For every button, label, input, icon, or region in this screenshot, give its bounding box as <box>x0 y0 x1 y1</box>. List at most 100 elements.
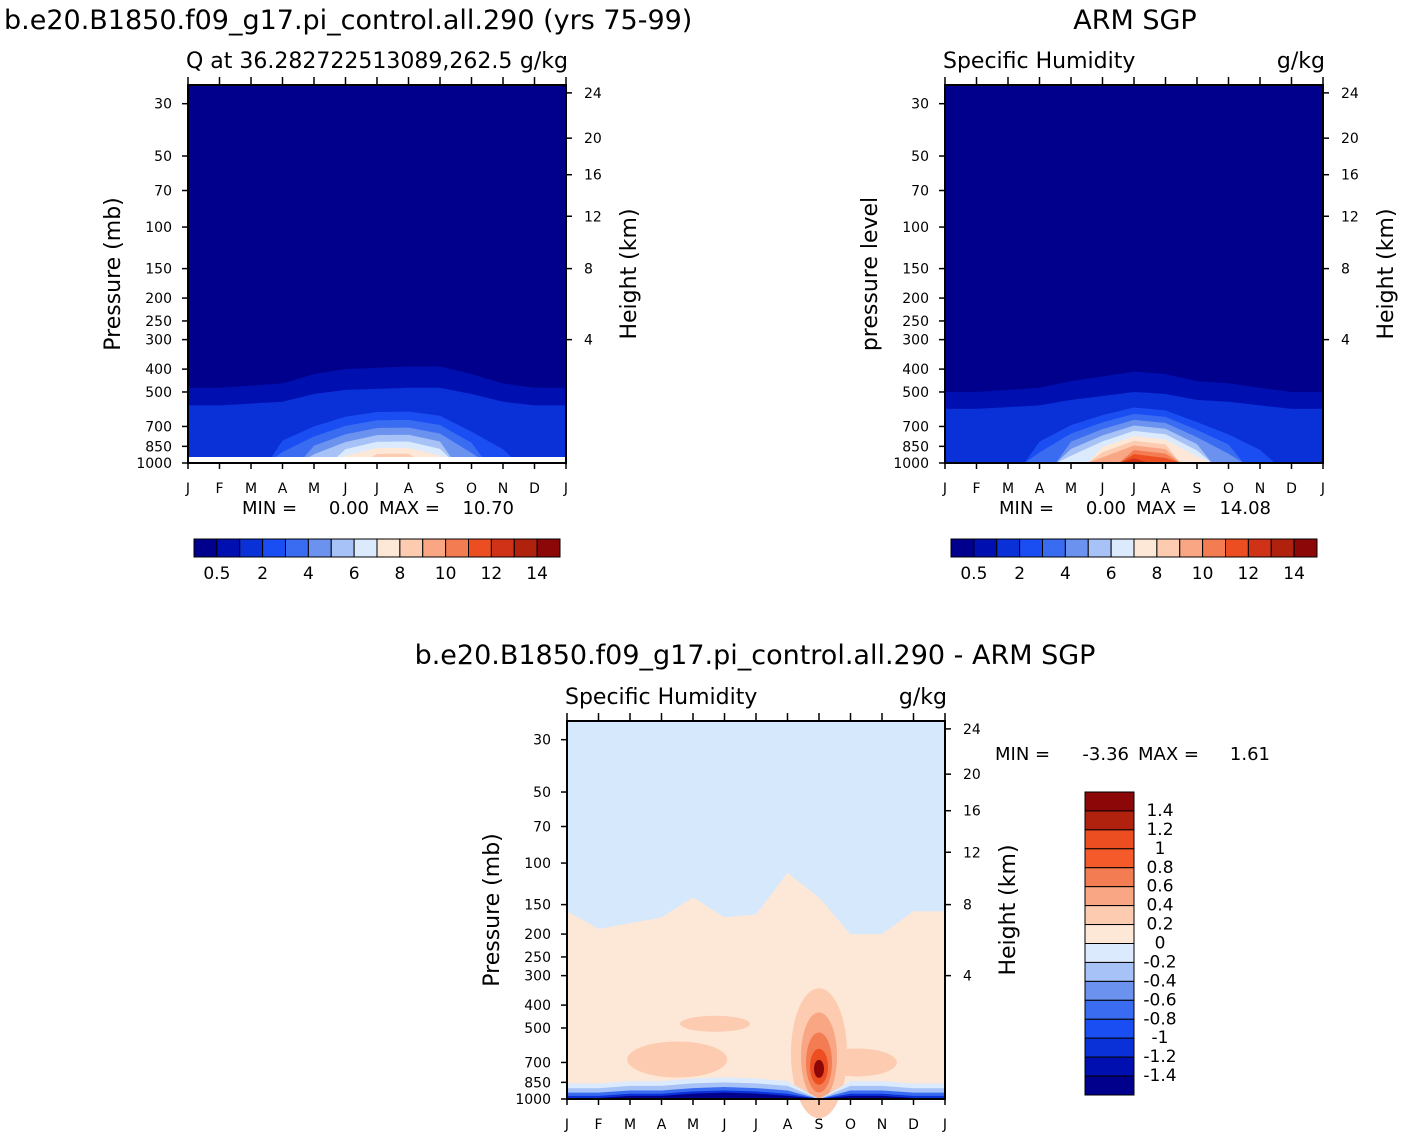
x-tick-label: A <box>404 481 414 497</box>
y-tick-label: 400 <box>902 362 929 378</box>
y-tick-label: 250 <box>524 950 551 966</box>
positive-blob-sept-core <box>814 1059 824 1078</box>
colorbar-label: 14 <box>526 564 548 584</box>
figure-title-right: ARM SGP <box>1073 5 1196 36</box>
colorbar-swatch <box>1064 538 1089 558</box>
x-tick-label: M <box>245 481 257 497</box>
y-axis-label: Pressure (mb) <box>480 833 505 987</box>
y-tick-label: 500 <box>524 1021 551 1037</box>
colorbar-swatch <box>1179 538 1204 558</box>
colorbar-label: 0.5 <box>203 564 230 584</box>
y-tick-label: 100 <box>902 220 929 236</box>
colorbar-swatch <box>1019 538 1043 558</box>
y-tick-label: 500 <box>145 385 172 401</box>
colorbar-label: 10 <box>1192 564 1214 584</box>
y-tick-label: 400 <box>145 362 172 378</box>
panel-units: g/kg <box>899 685 947 710</box>
x-tick-label: J <box>342 481 347 497</box>
colorbar-swatch <box>1084 1056 1135 1077</box>
colorbar-label: 14 <box>1283 564 1305 584</box>
colorbar-swatch <box>1084 999 1135 1020</box>
surface-gap <box>188 457 566 463</box>
height-tick-label: 24 <box>963 722 981 738</box>
x-tick-label: A <box>1161 481 1171 497</box>
colorbar-swatch <box>1293 538 1318 558</box>
colorbar-label: 1.4 <box>1146 801 1173 821</box>
colorbar-label: -0.6 <box>1143 990 1176 1010</box>
y-tick-label: 100 <box>524 856 551 872</box>
colorbar-swatch <box>422 538 447 558</box>
field-0 <box>188 85 566 463</box>
x-tick-label: J <box>374 481 379 497</box>
x-tick-label: D <box>1286 481 1297 497</box>
height-axis-label: Height (km) <box>1374 208 1399 339</box>
x-tick-label: M <box>1002 481 1014 497</box>
colorbar-label: 1.2 <box>1146 820 1173 840</box>
colorbar-label: 0.4 <box>1146 896 1173 916</box>
x-tick-label: O <box>845 1117 856 1133</box>
height-tick-label: 24 <box>1341 86 1359 102</box>
colorbar-swatch <box>996 538 1021 558</box>
colorbar-label: 6 <box>1106 564 1117 584</box>
min-max-text: MIN = 0.00 MAX = 14.08 <box>999 498 1271 519</box>
x-tick-label: A <box>657 1117 667 1133</box>
colorbar-swatch <box>950 538 975 558</box>
panel-title: Specific Humidity <box>565 685 757 710</box>
colorbar-label: 0 <box>1155 934 1166 954</box>
colorbar-label: 4 <box>1060 564 1071 584</box>
colorbar-swatch <box>1084 924 1135 944</box>
height-tick-label: 20 <box>1341 131 1359 147</box>
panel-axes-2: J F M A M J J A S O N D J 30 50 70 100 150 200 250 300 400 500… <box>480 685 1021 1133</box>
colorbar-swatch <box>216 538 241 558</box>
height-tick-label: 8 <box>584 262 593 278</box>
min-label: MIN = <box>999 498 1054 519</box>
colorbar-swatch <box>1270 538 1295 558</box>
y-tick-label: 400 <box>524 998 551 1014</box>
y-tick-label: 50 <box>154 149 172 165</box>
y-tick-label: 70 <box>911 184 929 200</box>
colorbar-swatch <box>973 538 998 558</box>
panel-axes-1: J F M A M J J A S O N D J 30 50 70 100 150 200 250 300 400 500… <box>858 49 1399 497</box>
colorbar-swatch <box>376 538 401 558</box>
y-axis-label: pressure level <box>858 197 883 351</box>
y-tick-label: 200 <box>902 291 929 307</box>
colorbar-label: 12 <box>1238 564 1260 584</box>
colorbar-swatch <box>1084 943 1135 963</box>
x-tick-label: N <box>498 481 508 497</box>
height-tick-label: 24 <box>584 86 602 102</box>
y-tick-label: 30 <box>533 733 551 749</box>
negative-surface-layer-4 <box>567 1092 945 1099</box>
colorbar-swatch <box>1084 829 1135 850</box>
x-tick-label: J <box>721 1117 726 1133</box>
x-tick-label: M <box>308 481 320 497</box>
x-tick-label: N <box>877 1117 887 1133</box>
colorbar-label: -1.4 <box>1143 1066 1176 1086</box>
height-tick-label: 12 <box>963 845 981 861</box>
colorbar-swatch <box>1087 538 1112 558</box>
height-tick-label: 20 <box>584 131 602 147</box>
max-label: MAX = <box>379 498 440 519</box>
x-tick-label: J <box>1099 481 1104 497</box>
x-tick-label: F <box>215 481 223 497</box>
height-tick-label: 12 <box>1341 209 1359 225</box>
y-tick-label: 150 <box>145 262 172 278</box>
colorbar-swatch <box>513 538 538 558</box>
y-tick-label: 50 <box>533 785 551 801</box>
y-tick-label: 150 <box>902 262 929 278</box>
colorbar-label: 0.6 <box>1146 877 1173 897</box>
colorbar-label: -0.2 <box>1143 952 1176 972</box>
y-tick-label: 300 <box>524 969 551 985</box>
min-value: 0.00 <box>329 498 369 519</box>
colorbar-swatch <box>445 538 469 558</box>
x-tick-label: S <box>815 1117 824 1133</box>
min-value: -3.36 <box>1082 744 1129 765</box>
colorbar-swatch <box>1110 538 1135 558</box>
y-tick-label: 250 <box>145 314 172 330</box>
height-tick-label: 16 <box>584 168 602 184</box>
colorbar-swatch <box>307 538 332 558</box>
y-tick-label: 700 <box>524 1055 551 1071</box>
y-axis-label: Pressure (mb) <box>101 197 126 351</box>
figure-title-diff: b.e20.B1850.f09_g17.pi_control.all.290 -… <box>415 640 1096 671</box>
colorbar-swatch <box>536 538 561 558</box>
y-tick-label: 200 <box>145 291 172 307</box>
